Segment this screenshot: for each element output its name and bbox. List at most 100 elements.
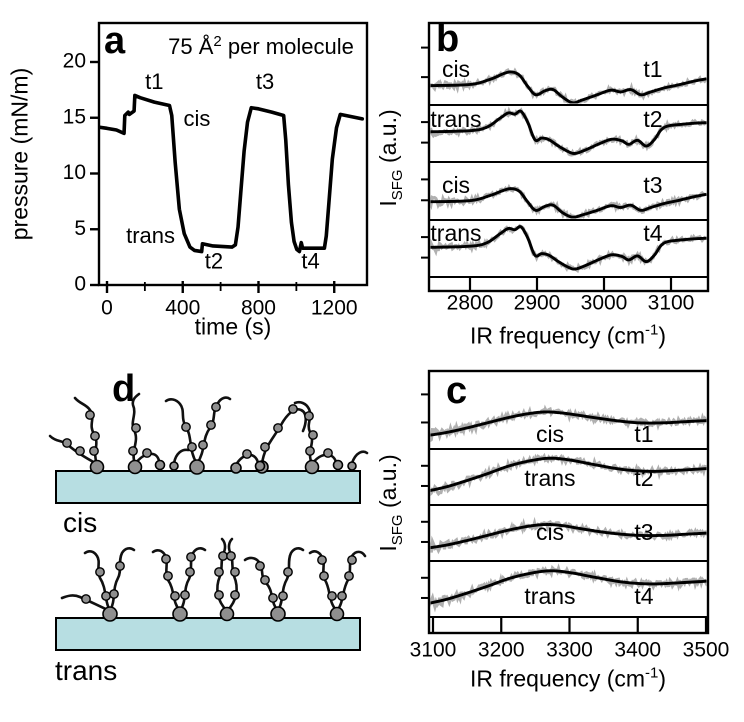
head-group [347,461,357,471]
head-group [154,459,166,471]
chain-bead [218,551,228,561]
panel-a-xtick-label: 800 [241,297,276,320]
spectrum-fit-t1 [430,70,707,104]
chain-bead [317,555,327,565]
chain-bead [260,442,270,452]
panel-a-xtick-label: 400 [165,297,200,320]
panel-d-cis-label: cis [63,507,98,538]
head-group [254,460,266,472]
chain-bead [304,411,314,421]
head-group [169,461,179,471]
spectrum-time-label-b3: t4 [643,220,662,246]
molecule-chain [172,448,190,465]
panel-a [90,21,369,293]
spectrum-fit-t3 [430,187,707,219]
chain-bead [81,594,91,604]
head-group [329,606,345,622]
chain-bead [85,410,95,420]
chain-bead [163,571,173,581]
head-group [127,459,143,475]
spectrum-fit-t1 [430,410,707,437]
chain-bead [115,561,125,571]
panel-c-letter: c [446,370,468,412]
head-group [89,459,105,475]
chain-bead [214,567,224,577]
spectrum-state-label-c0: cis [536,421,564,447]
chain-bead [62,438,72,448]
chain-bead [170,591,180,601]
chain-bead [255,561,265,571]
chain-bead [131,423,141,433]
panel-a-annotation-t4: t4 [301,249,319,274]
chain-bead [260,575,270,585]
head-group [304,459,320,475]
panel-c-yaxis-title: ISFG (a.u.) [375,454,406,552]
pressure-curve [100,93,365,254]
chain-bead [185,567,195,577]
panel-b-xtick-label: 3100 [648,292,695,315]
chain-bead [327,591,337,601]
panel-b [421,21,710,293]
chain-bead [161,554,171,564]
panel-a-ytick-label: 0 [74,273,86,296]
chain-bead [90,431,100,441]
spectrum-fit-t4 [430,569,707,605]
head-group [270,606,286,622]
panel-a-ytick-label: 5 [74,217,86,240]
spectrum-state-label-c2: cis [536,519,564,545]
panel-b-xtick-label: 3000 [581,292,628,315]
chain-bead [198,440,208,450]
panel-c-xtick-label: 3400 [614,639,661,662]
chain-bead [288,404,298,414]
panel-c-xtick-label: 3100 [410,639,457,662]
spectrum-state-label-b3: trans [430,220,481,246]
panel-b-xtick-label: 2900 [514,292,561,315]
molecule-chain [260,408,308,466]
chain-bead [142,448,152,458]
molecule-chain [276,547,305,613]
panel-a-xaxis-title: time (s) [194,313,272,340]
chain-bead [226,551,236,561]
spectrum-time-label-b2: t3 [643,172,662,198]
spectrum-time-label-c3: t4 [634,583,653,609]
panel-d-trans-label: trans [55,655,118,686]
head-group [332,459,344,471]
chain-bead [101,591,111,601]
chain-bead [75,446,85,456]
chain-bead [109,589,119,599]
panel-a-annotation-area-per-molecule: 75 Å2 per molecule [168,32,354,60]
chain-bead [128,446,138,456]
spectrum-fit-t3 [430,523,707,550]
chain-bead [347,555,357,565]
panel-b-letter: b [436,18,460,60]
chain-bead [95,567,105,577]
spectrum-fit-t2 [430,109,707,155]
chain-bead [344,571,354,581]
cis-surface [55,470,361,504]
head-group [172,606,188,622]
chain-bead [278,591,288,601]
chain-bead [89,446,99,456]
panel-a-annotation-trans: trans [126,223,175,248]
spectrum-time-label-b0: t1 [643,56,662,82]
panel-b-yaxis-title: ISFG (a.u.) [375,109,406,207]
panel-b-xaxis-title: IR frequency (cm-1) [469,321,667,349]
chain-bead [181,422,191,432]
molecule-chain [108,547,136,613]
panel-a-ytick-label: 20 [63,50,86,73]
head-group [102,606,118,622]
spectrum-fit-t4 [430,225,707,271]
panel-c-xtick-label: 3300 [546,639,593,662]
chain-bead [319,571,329,581]
spectrum-state-label-c3: trans [524,583,575,609]
spectrum-state-label-b0: cis [442,56,470,82]
panel-a-ytick-label: 15 [63,105,86,128]
chain-bead [308,430,318,440]
head-group [230,462,242,474]
chain-bead [283,567,293,577]
spectrum-state-label-b1: trans [430,106,481,132]
chain-bead [211,402,221,412]
spectrum-time-label-c1: t2 [634,465,653,491]
